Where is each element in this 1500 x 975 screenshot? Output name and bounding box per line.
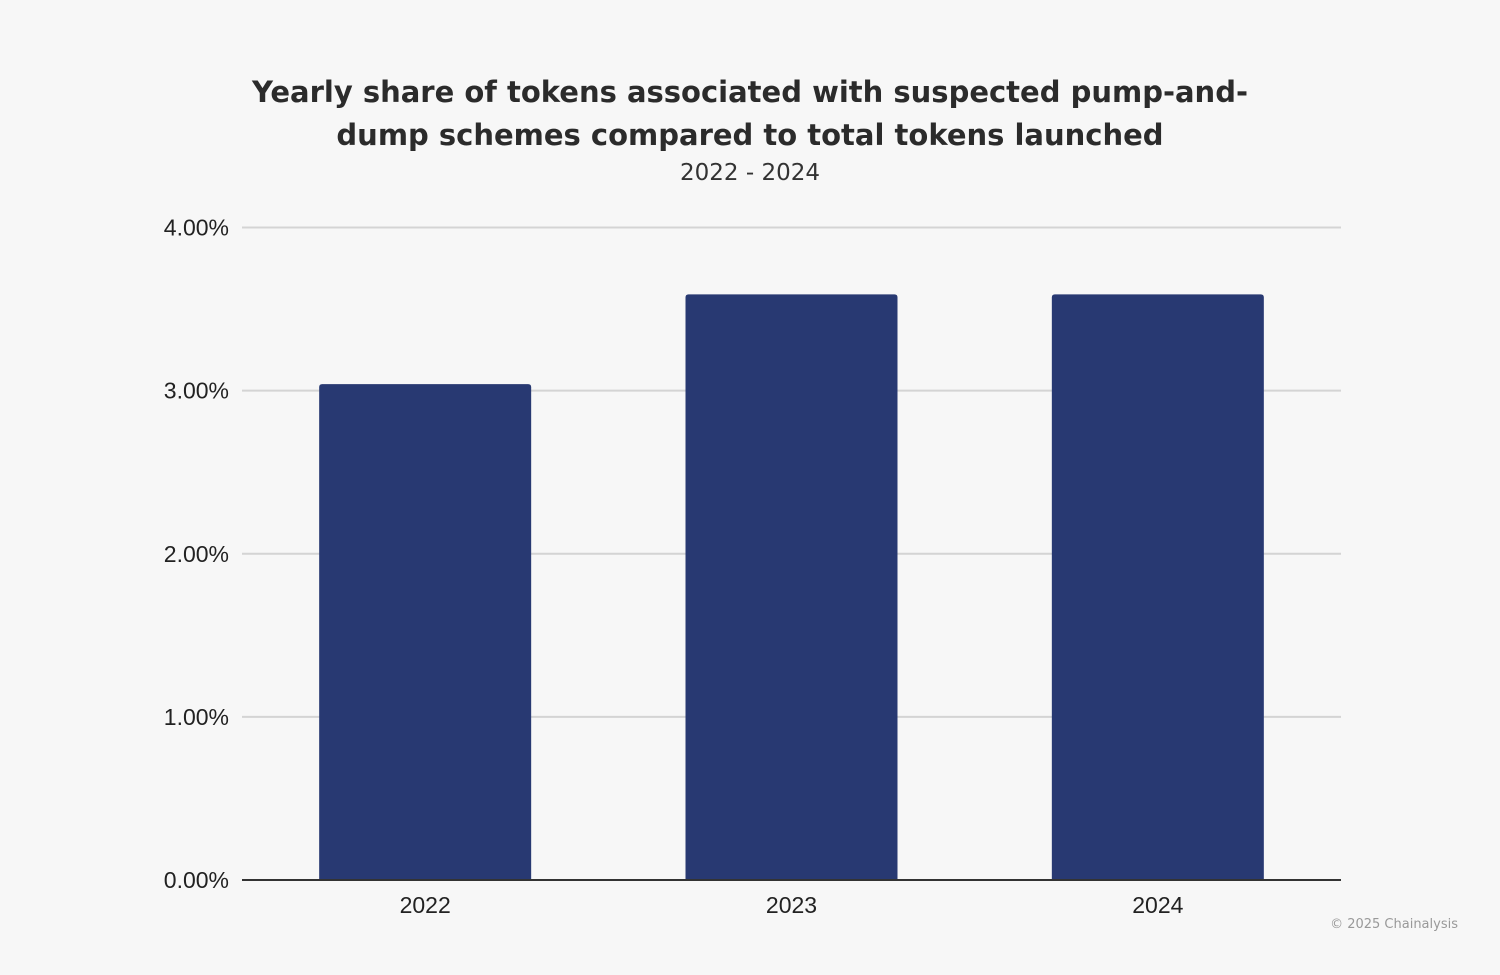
chart-title: Yearly share of tokens associated with s… <box>252 75 1248 152</box>
y-tick-label: 0.00% <box>164 867 229 893</box>
credit-text: © 2025 Chainalysis <box>1330 917 1458 932</box>
x-tick-label: 2022 <box>400 892 451 918</box>
x-tick-label: 2023 <box>766 892 817 918</box>
bar-2024 <box>1051 294 1264 881</box>
y-tick-label: 1.00% <box>164 704 229 730</box>
y-tick-label: 3.00% <box>164 378 229 404</box>
y-tick-label: 4.00% <box>164 215 229 241</box>
bar-2023 <box>685 294 898 881</box>
x-tick-label: 2024 <box>1132 892 1183 918</box>
y-tick-label: 2.00% <box>164 541 229 567</box>
bar-2022 <box>319 384 532 880</box>
chart-subtitle: 2022 - 2024 <box>680 160 820 186</box>
